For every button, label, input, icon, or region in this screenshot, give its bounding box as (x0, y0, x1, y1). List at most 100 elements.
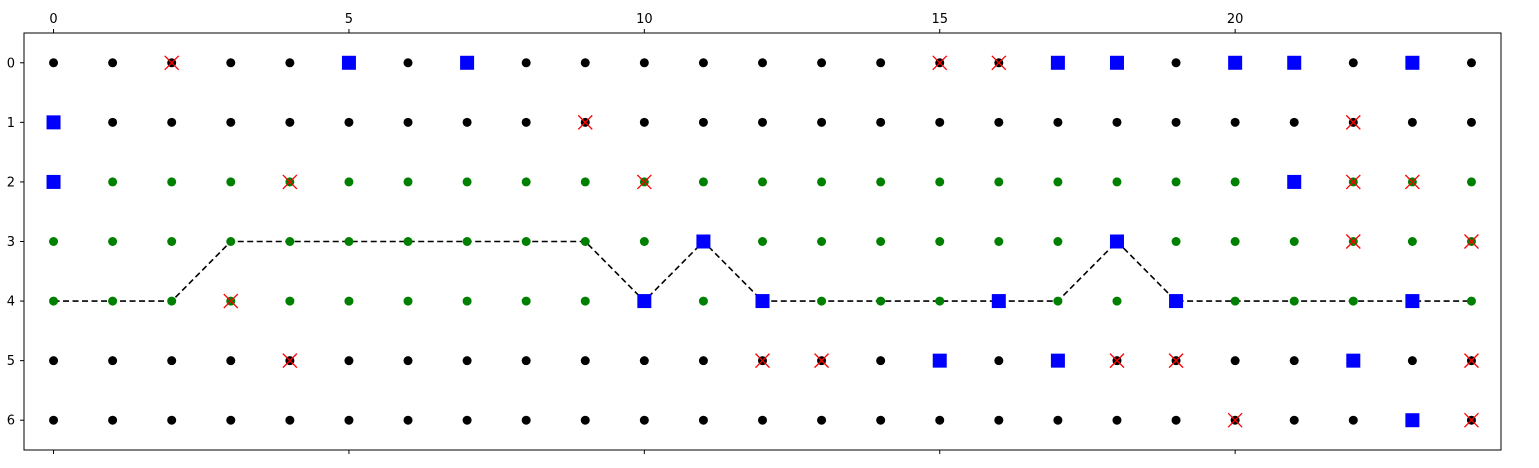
green-point (1466, 296, 1476, 306)
black-point (108, 415, 118, 425)
red-cross-marker (282, 174, 298, 190)
green-point (226, 177, 236, 187)
black-point (226, 356, 236, 366)
y-tick-label: 4 (7, 295, 15, 310)
green-point (580, 237, 590, 246)
black-point (698, 415, 708, 425)
green-point (698, 177, 708, 187)
blue-square-marker (991, 294, 1006, 309)
red-cross-stroke (1404, 174, 1420, 190)
black-point (167, 356, 177, 366)
red-cross-marker (1345, 114, 1361, 130)
red-cross-marker (1404, 174, 1420, 190)
green-point (876, 237, 886, 246)
green-point (403, 296, 413, 306)
black-point (817, 415, 827, 425)
squares-layer (46, 55, 1420, 428)
red-cross-stroke (1345, 234, 1361, 249)
black-point (108, 117, 118, 127)
red-cross-marker (1227, 412, 1243, 428)
y-tick-label: 1 (7, 116, 15, 131)
x-tick-label: 5 (345, 12, 353, 27)
black-point (1407, 117, 1417, 127)
black-point (49, 415, 59, 425)
black-point (1466, 58, 1476, 68)
black-point (344, 356, 354, 366)
red-cross-marker (1345, 234, 1361, 249)
green-point (1230, 237, 1240, 246)
green-point (639, 237, 649, 246)
black-point (1407, 356, 1417, 366)
red-cross-marker (1464, 412, 1479, 428)
blue-square-marker (1050, 353, 1065, 368)
green-point (935, 177, 945, 187)
black-point (1348, 58, 1358, 68)
green-point (344, 177, 354, 187)
black-point (1289, 356, 1299, 366)
green-point (521, 177, 531, 187)
black-point (639, 117, 649, 127)
black-point (521, 356, 531, 366)
blue-square-marker (1287, 174, 1302, 189)
blue-square-marker (460, 55, 475, 70)
red-cross-marker (1109, 353, 1125, 369)
red-cross-stroke (932, 55, 948, 71)
x-tick-label: 15 (931, 12, 948, 27)
blue-square-marker (1405, 413, 1420, 428)
blue-square-marker (932, 353, 947, 368)
green-point (1171, 237, 1181, 246)
red-cross-stroke (282, 174, 298, 190)
red-cross-stroke (577, 114, 593, 130)
black-point (344, 415, 354, 425)
black-point (580, 58, 590, 68)
black-point (1466, 117, 1476, 127)
green-point (994, 237, 1004, 246)
green-point (167, 177, 177, 187)
black-point (698, 117, 708, 127)
red-cross-marker (755, 353, 770, 369)
green-point (1348, 296, 1358, 306)
black-point (994, 117, 1004, 127)
black-point (935, 415, 945, 425)
black-point (462, 117, 472, 127)
black-point (285, 117, 295, 127)
black-point (462, 415, 472, 425)
black-point (344, 117, 354, 127)
green-point (108, 237, 118, 246)
black-point (758, 58, 767, 68)
black-point (521, 117, 531, 127)
blue-square-marker (46, 174, 61, 189)
red-cross-stroke (1168, 353, 1184, 369)
red-cross-stroke (282, 353, 298, 369)
black-point (285, 415, 295, 425)
green-point (521, 296, 531, 306)
red-cross-marker (164, 55, 180, 71)
black-point (817, 117, 827, 127)
x-tick-label: 10 (636, 12, 653, 27)
black-point (698, 58, 708, 68)
red-cross-marker (932, 55, 948, 71)
red-cross-marker (1464, 353, 1479, 369)
green-point (462, 237, 472, 246)
red-cross-stroke (1464, 353, 1479, 369)
black-point (521, 58, 531, 68)
blue-square-marker (696, 234, 711, 249)
black-point (876, 356, 886, 366)
blue-square-marker (341, 55, 356, 70)
green-point (1466, 177, 1476, 187)
red-cross-marker (1168, 353, 1184, 369)
blue-square-marker (637, 294, 652, 309)
blue-square-marker (1050, 55, 1065, 70)
black-point (1348, 415, 1358, 425)
black-point (639, 58, 649, 68)
blue-square-marker (1109, 55, 1124, 70)
blue-square-marker (755, 294, 770, 309)
green-point (1053, 296, 1063, 306)
x-tick-label: 0 (49, 12, 57, 27)
green-point (1230, 296, 1240, 306)
green-point (167, 296, 177, 306)
green-point (344, 296, 354, 306)
blue-square-marker (1109, 234, 1124, 249)
red-cross-stroke (991, 55, 1007, 71)
black-point (1171, 415, 1181, 425)
